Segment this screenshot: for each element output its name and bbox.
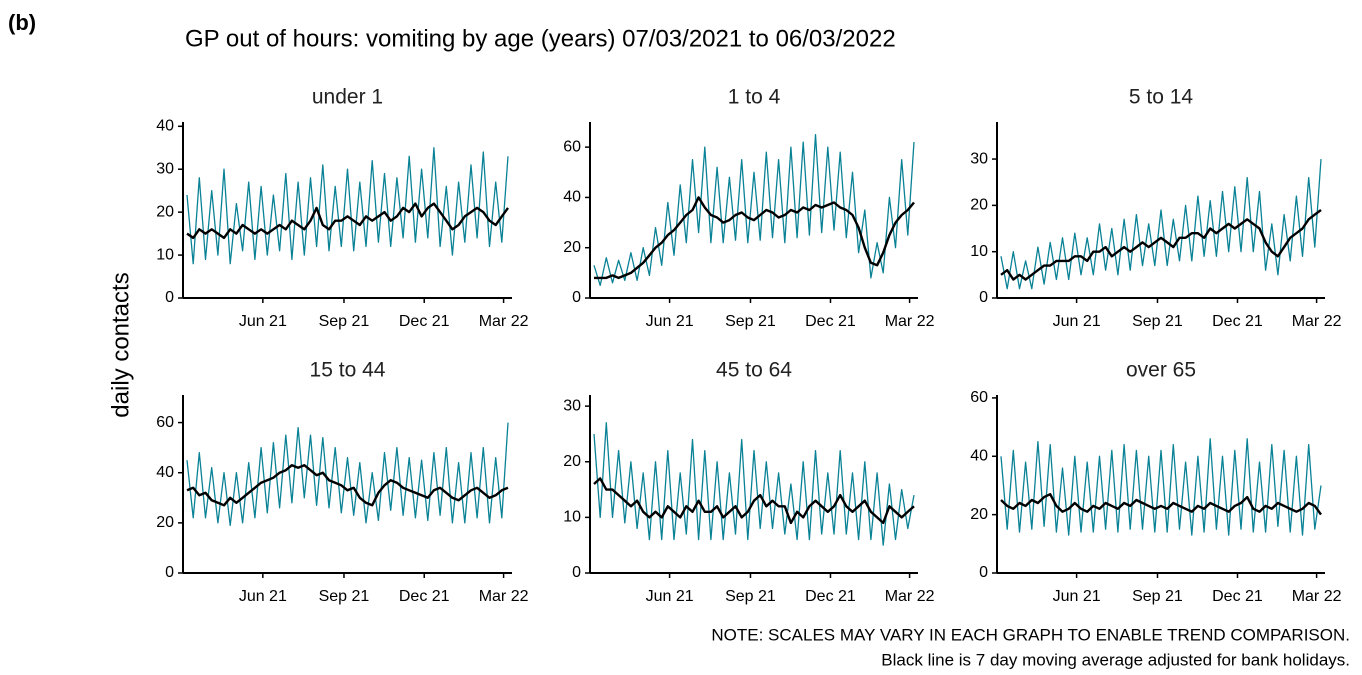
y-tick-label: 40 <box>970 447 988 464</box>
panel-title: over 65 <box>1126 359 1196 382</box>
y-tick-label: 0 <box>979 564 988 581</box>
panel-title: 45 to 64 <box>716 359 792 382</box>
daily-line <box>186 422 509 527</box>
x-tick-label: Jun 21 <box>239 588 287 605</box>
x-tick-label: Dec 21 <box>1212 313 1263 330</box>
x-tick-label: Dec 21 <box>399 588 450 605</box>
x-tick-label: Dec 21 <box>399 313 450 330</box>
y-tick-label: 30 <box>563 397 581 414</box>
panel-title: 15 to 44 <box>310 359 386 382</box>
x-tick-label: Jun 21 <box>1053 588 1101 605</box>
y-tick-label: 30 <box>970 150 988 167</box>
y-tick-label: 40 <box>563 189 581 206</box>
average-line <box>594 196 915 280</box>
note: Black line is 7 day moving average adjus… <box>881 650 1350 669</box>
average-line <box>186 202 509 240</box>
chart-title: GP out of hours: vomiting by age (years)… <box>185 25 896 52</box>
y-tick-label: 10 <box>563 509 581 526</box>
x-tick-label: Mar 22 <box>479 588 529 605</box>
panel-title: under 1 <box>312 86 383 109</box>
x-tick-label: Mar 22 <box>1292 588 1342 605</box>
daily-line <box>1000 159 1322 290</box>
y-tick-label: 0 <box>572 564 581 581</box>
panel-title: 1 to 4 <box>728 86 781 109</box>
panel-label: (b) <box>8 10 36 35</box>
x-tick-label: Jun 21 <box>646 313 694 330</box>
daily-line <box>186 147 509 265</box>
y-tick-label: 20 <box>563 239 581 256</box>
y-tick-label: 60 <box>156 414 174 431</box>
y-tick-label: 40 <box>156 464 174 481</box>
x-tick-label: Jun 21 <box>239 313 287 330</box>
y-tick-label: 0 <box>165 564 174 581</box>
panel-title: 5 to 14 <box>1129 86 1194 109</box>
x-tick-label: Mar 22 <box>1292 313 1342 330</box>
x-tick-label: Sep 21 <box>1132 588 1183 605</box>
y-tick-label: 30 <box>156 160 174 177</box>
x-tick-label: Mar 22 <box>885 313 935 330</box>
x-tick-label: Dec 21 <box>805 313 856 330</box>
x-tick-label: Dec 21 <box>805 588 856 605</box>
y-axis-label: daily contacts <box>107 272 134 417</box>
y-tick-label: 40 <box>156 118 174 135</box>
y-tick-label: 0 <box>165 289 174 306</box>
note: NOTE: SCALES MAY VARY IN EACH GRAPH TO E… <box>711 625 1350 644</box>
y-tick-label: 20 <box>156 203 174 220</box>
daily-line <box>593 133 915 287</box>
y-tick-label: 0 <box>572 289 581 306</box>
y-tick-label: 60 <box>970 389 988 406</box>
y-tick-label: 10 <box>970 243 988 260</box>
average-line <box>1000 493 1322 516</box>
y-tick-label: 20 <box>156 514 174 531</box>
daily-line <box>1000 438 1322 536</box>
x-tick-label: Mar 22 <box>885 588 935 605</box>
average-line <box>593 477 915 525</box>
x-tick-label: Sep 21 <box>319 313 370 330</box>
x-tick-label: Jun 21 <box>1053 313 1101 330</box>
x-tick-label: Sep 21 <box>319 588 370 605</box>
y-tick-label: 10 <box>156 246 174 263</box>
x-tick-label: Sep 21 <box>725 588 776 605</box>
x-tick-label: Dec 21 <box>1212 588 1263 605</box>
y-tick-label: 20 <box>970 197 988 214</box>
y-tick-label: 20 <box>563 453 581 470</box>
y-tick-label: 0 <box>979 289 988 306</box>
average-line <box>186 464 509 507</box>
average-line <box>1000 209 1322 281</box>
y-tick-label: 20 <box>970 506 988 523</box>
x-tick-label: Mar 22 <box>479 313 529 330</box>
y-tick-label: 60 <box>563 138 581 155</box>
x-tick-label: Sep 21 <box>1132 313 1183 330</box>
daily-line <box>593 422 915 546</box>
x-tick-label: Sep 21 <box>725 313 776 330</box>
x-tick-label: Jun 21 <box>646 588 694 605</box>
